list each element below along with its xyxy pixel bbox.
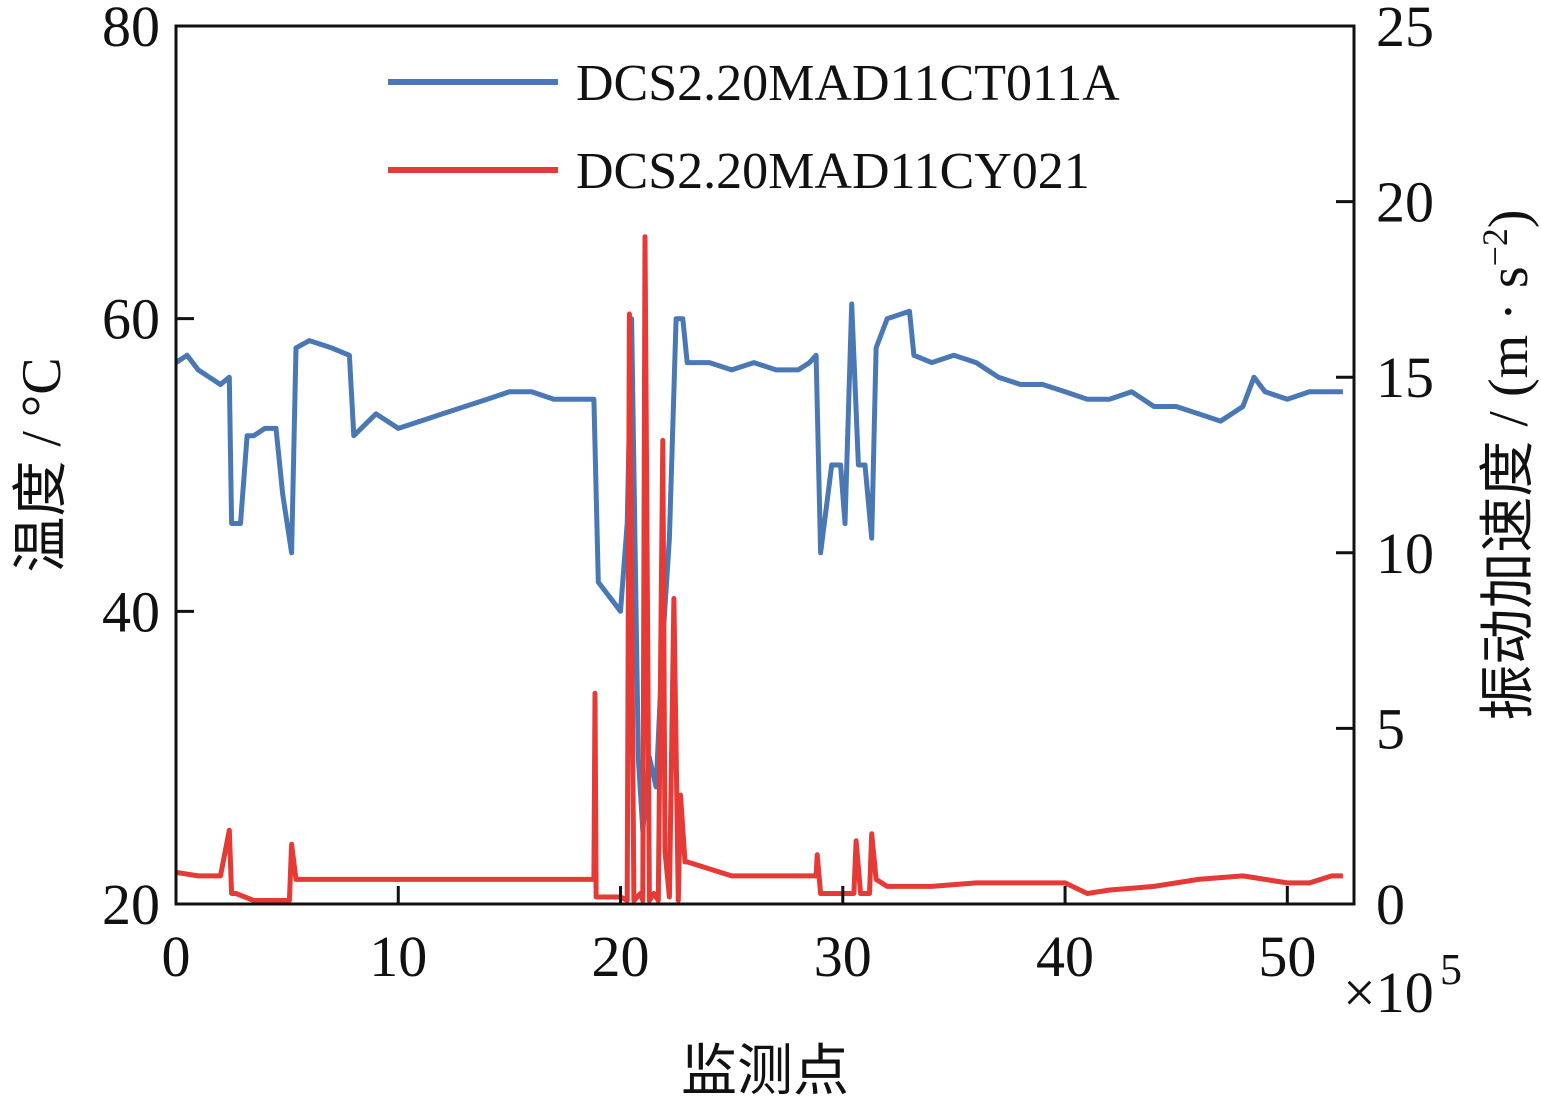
right-y-tick-label: 20 bbox=[1376, 170, 1434, 235]
legend-label-temperature: DCS2.20MAD11CT011A bbox=[576, 55, 1120, 112]
series-line-0 bbox=[174, 301, 1343, 834]
legend: DCS2.20MAD11CT011A DCS2.20MAD11CY021 bbox=[388, 55, 1120, 200]
right-y-tick-label: 15 bbox=[1376, 345, 1434, 410]
right-y-axis-title: 振动加速度 / (m · s−2) bbox=[1475, 209, 1540, 720]
right-y-tick-label: 25 bbox=[1376, 0, 1434, 59]
x-tick-label: 10 bbox=[369, 924, 427, 989]
left-y-tick-label: 80 bbox=[102, 0, 160, 59]
x-axis-title: 监测点 bbox=[681, 1041, 849, 1100]
series-line-1 bbox=[175, 234, 1343, 903]
x-exponent-label: ×10 bbox=[1343, 960, 1434, 1025]
x-exponent-power: 5 bbox=[1440, 945, 1462, 994]
right-y-axis-title-main: 振动加速度 / (m · s bbox=[1478, 266, 1540, 720]
x-tick-label: 0 bbox=[162, 924, 191, 989]
left-y-tick-label: 60 bbox=[102, 287, 160, 352]
right-y-axis-title-sup: −2 bbox=[1475, 228, 1515, 266]
legend-label-vibration: DCS2.20MAD11CY021 bbox=[576, 143, 1090, 200]
x-tick-label: 20 bbox=[592, 924, 650, 989]
series-layer bbox=[174, 234, 1343, 903]
x-tick-label: 30 bbox=[814, 924, 872, 989]
left-y-tick-label: 20 bbox=[102, 872, 160, 937]
left-y-tick-label: 40 bbox=[102, 579, 160, 644]
left-y-axis-title: 温度 / °C bbox=[11, 357, 73, 572]
right-y-tick-label: 10 bbox=[1376, 521, 1434, 586]
right-y-tick-label: 5 bbox=[1376, 696, 1405, 761]
right-y-axis-title-end: ) bbox=[1478, 209, 1540, 228]
x-tick-label: 40 bbox=[1036, 924, 1094, 989]
right-y-tick-label: 0 bbox=[1376, 872, 1405, 937]
x-tick-label: 50 bbox=[1258, 924, 1316, 989]
plot-frame bbox=[174, 24, 1356, 906]
ticks-layer: 0 10 20 30 40 50 20 40 60 80 0 5 10 15 20 25 bbox=[102, 0, 1434, 989]
